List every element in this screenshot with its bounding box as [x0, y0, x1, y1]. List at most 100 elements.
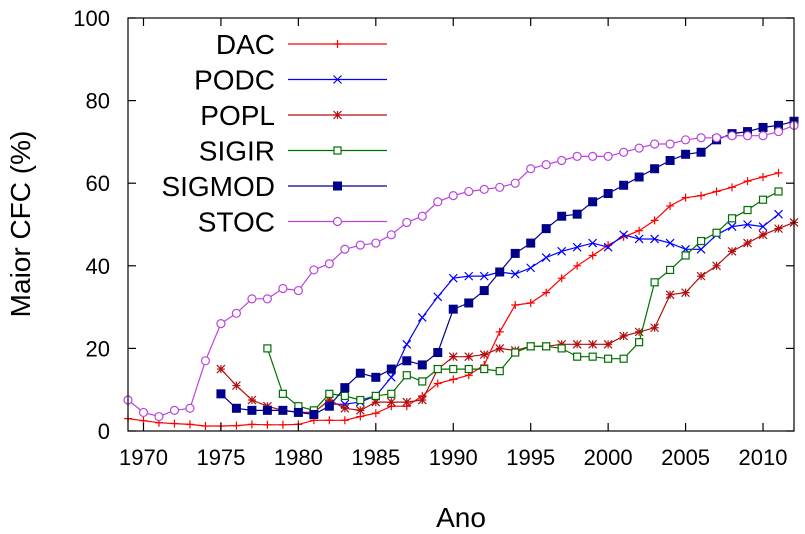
data-point-stoc [200, 356, 211, 366]
data-point-sigmod [464, 298, 474, 308]
data-point-podc [650, 234, 660, 244]
data-point-stoc [340, 244, 350, 254]
data-point-sigir [650, 278, 659, 287]
data-point-stoc [417, 211, 427, 221]
data-point-stoc [634, 143, 644, 153]
legend-item-dac: DAC [216, 29, 387, 60]
data-point-popl [588, 339, 598, 349]
data-point-sigmod [696, 147, 706, 157]
legend-marker [332, 216, 343, 227]
data-point-stoc [309, 265, 319, 275]
series-sigmod [216, 116, 799, 419]
series-line-stoc [127, 124, 795, 418]
data-point-stoc [742, 131, 753, 141]
data-point-popl [324, 395, 334, 405]
data-point-popl [231, 381, 241, 390]
data-point-stoc [758, 131, 768, 141]
x-tick-label: 1970 [119, 445, 168, 470]
data-point-dac [263, 420, 272, 429]
data-point-dac [697, 191, 706, 200]
data-point-podc [464, 271, 474, 281]
data-point-sigir [340, 391, 349, 400]
data-point-dac [588, 251, 597, 260]
legend-marker [333, 40, 342, 48]
data-point-sigmod [758, 122, 768, 132]
legend-label: POPL [200, 100, 275, 131]
data-point-podc [526, 263, 536, 273]
data-point-popl [216, 364, 226, 374]
data-point-stoc [572, 151, 582, 161]
data-point-dac [712, 187, 721, 196]
data-point-stoc [773, 126, 784, 137]
data-point-sigmod [386, 364, 396, 374]
legend-item-podc: PODC [194, 65, 387, 96]
data-point-sigmod [262, 405, 272, 415]
data-point-podc [541, 253, 551, 262]
data-point-sigir [418, 377, 427, 386]
legend-item-sigmod: SIGMOD [161, 171, 387, 202]
series-podc [324, 209, 783, 409]
data-point-popl [619, 331, 629, 341]
x-tick-label: 2005 [661, 445, 710, 470]
series-line-podc [329, 213, 779, 405]
x-tick-label: 1980 [274, 445, 323, 470]
data-point-sigir [325, 389, 334, 398]
data-point-sigir [464, 364, 473, 374]
data-point-sigir [480, 364, 489, 374]
data-point-sigmod [681, 149, 691, 159]
data-point-podc [619, 230, 629, 240]
data-point-stoc [402, 217, 412, 228]
y-tick-label: 0 [98, 419, 110, 444]
data-point-sigir [696, 236, 706, 246]
series-line-sigir [266, 190, 779, 412]
data-point-stoc [278, 283, 288, 294]
x-axis-label: Ano [436, 502, 486, 533]
data-point-stoc [680, 135, 691, 145]
data-point-popl [464, 352, 474, 362]
data-point-dac [232, 421, 241, 430]
data-point-sigir [542, 342, 551, 351]
data-point-sigir [387, 389, 396, 398]
data-point-podc [479, 271, 489, 281]
data-point-stoc [355, 240, 365, 250]
data-point-stoc [324, 259, 334, 269]
data-point-stoc [588, 151, 598, 161]
data-point-sigir [681, 251, 690, 260]
data-point-sigmod [557, 211, 567, 221]
chart-axes: 1970 1975 1980 1985 1990 1995 2000 2005 2010 0 20 4… [73, 6, 794, 470]
data-point-sigir [511, 348, 520, 357]
data-point-dac [247, 420, 256, 429]
data-point-stoc [495, 182, 505, 192]
data-point-podc [603, 242, 613, 252]
legend-marker [333, 75, 342, 84]
data-point-stoc [711, 133, 722, 143]
x-tick-label: 1985 [351, 445, 400, 470]
data-point-stoc [185, 403, 195, 413]
data-point-dac [557, 274, 566, 283]
data-point-podc [696, 244, 706, 254]
data-point-stoc [231, 308, 242, 318]
data-point-sigmod [324, 401, 334, 411]
legend-label: STOC [198, 207, 275, 238]
data-point-sigir [526, 342, 535, 351]
series-sigir [263, 187, 783, 415]
data-point-dac [371, 409, 380, 418]
data-point-dac [635, 226, 644, 235]
data-point-sigir [495, 367, 504, 376]
y-tick-label: 80 [86, 89, 110, 114]
data-point-sigmod [510, 248, 520, 258]
data-point-dac [774, 168, 783, 177]
data-point-popl [665, 290, 675, 300]
y-tick-label: 60 [86, 171, 110, 196]
data-point-sigmod [572, 209, 582, 219]
data-point-stoc [293, 285, 303, 296]
y-tick-label: 40 [86, 254, 110, 279]
data-point-sigmod [293, 407, 303, 417]
data-point-podc [417, 313, 427, 322]
data-point-popl [448, 352, 458, 362]
data-point-popl [681, 288, 691, 298]
series-dac [124, 168, 783, 431]
data-point-popl [603, 339, 613, 349]
data-point-podc [774, 209, 783, 219]
data-point-sigmod [448, 304, 458, 314]
